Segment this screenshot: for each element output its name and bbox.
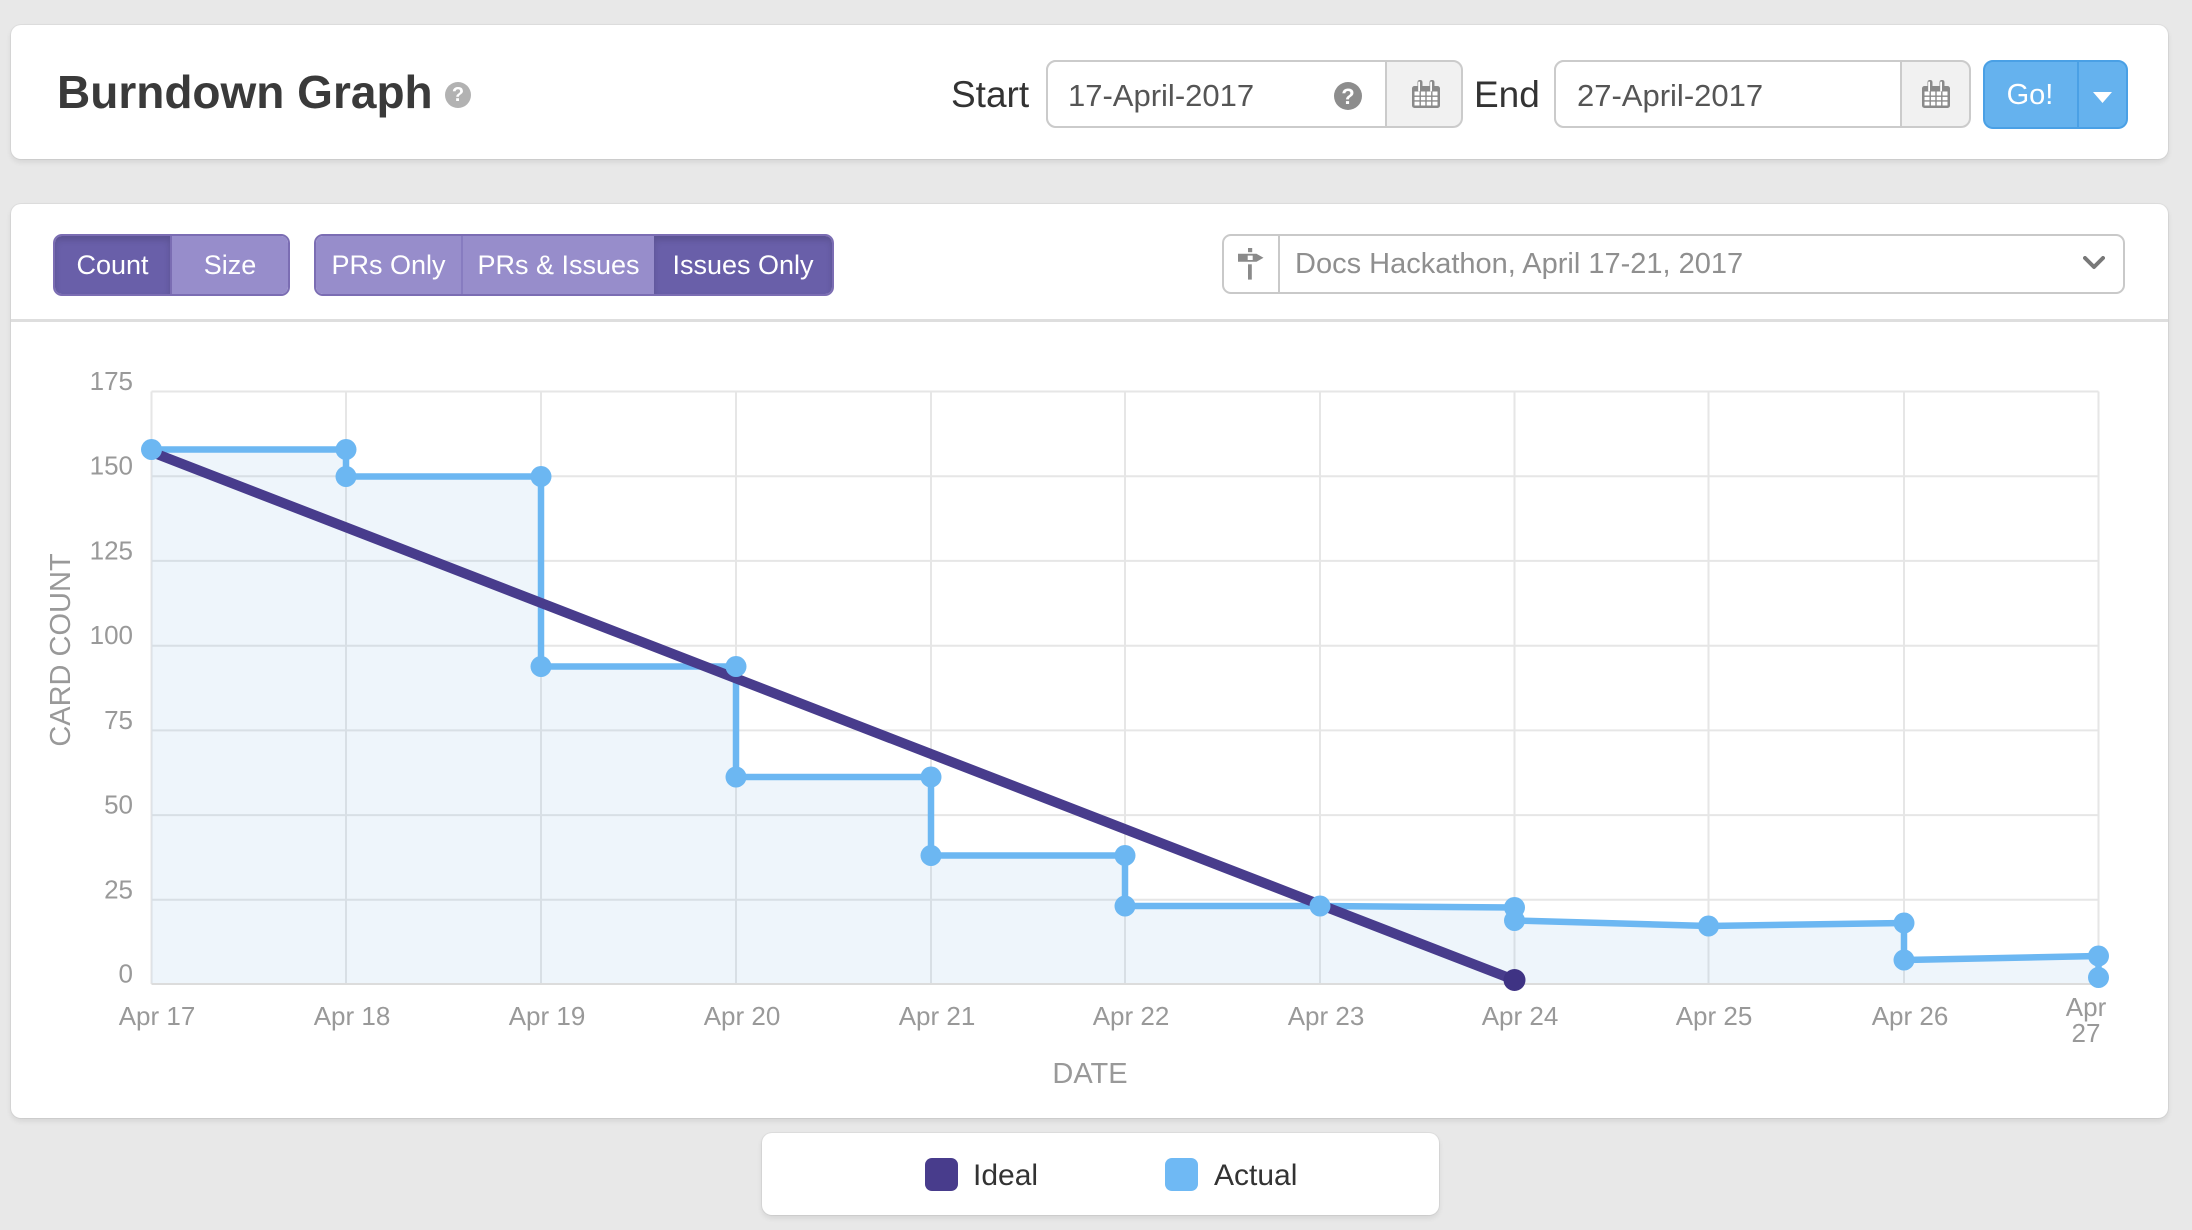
- svg-text:100: 100: [90, 620, 133, 650]
- svg-text:75: 75: [104, 705, 133, 735]
- svg-text:150: 150: [90, 451, 133, 481]
- svg-text:27: 27: [2072, 1018, 2101, 1048]
- svg-text:DATE: DATE: [1052, 1058, 1127, 1090]
- svg-text:Apr: Apr: [2066, 992, 2107, 1022]
- svg-text:Apr 22: Apr 22: [1093, 1001, 1170, 1031]
- svg-text:CARD COUNT: CARD COUNT: [45, 553, 77, 747]
- svg-text:Apr 18: Apr 18: [314, 1001, 391, 1031]
- svg-text:Apr 24: Apr 24: [1482, 1001, 1559, 1031]
- svg-text:175: 175: [90, 366, 133, 396]
- svg-text:Apr 26: Apr 26: [1872, 1001, 1949, 1031]
- svg-text:Apr 20: Apr 20: [704, 1001, 781, 1031]
- svg-text:Apr 21: Apr 21: [899, 1001, 976, 1031]
- svg-text:Apr 25: Apr 25: [1676, 1001, 1753, 1031]
- svg-text:50: 50: [104, 790, 133, 820]
- svg-text:Apr 23: Apr 23: [1288, 1001, 1365, 1031]
- svg-text:Apr 17: Apr 17: [119, 1001, 196, 1031]
- svg-text:125: 125: [90, 535, 133, 565]
- svg-text:0: 0: [119, 959, 133, 989]
- svg-text:25: 25: [104, 874, 133, 904]
- svg-text:Apr 19: Apr 19: [509, 1001, 586, 1031]
